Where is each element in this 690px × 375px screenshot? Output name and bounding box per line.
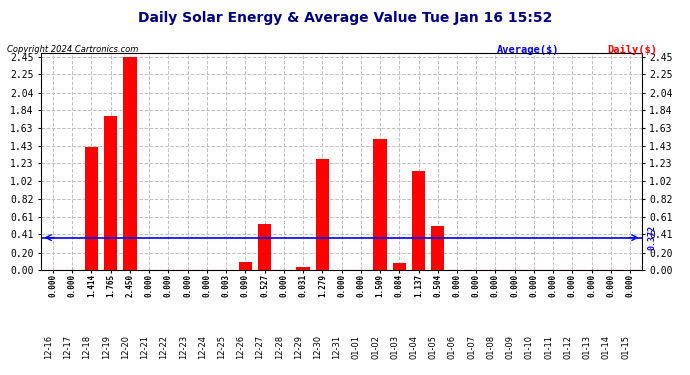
Text: 0.372: 0.372 <box>648 225 657 250</box>
Text: 2.450: 2.450 <box>126 274 135 297</box>
Text: Daily Solar Energy & Average Value Tue Jan 16 15:52: Daily Solar Energy & Average Value Tue J… <box>138 11 552 25</box>
Bar <box>85 147 98 270</box>
Text: 01-05: 01-05 <box>428 335 437 359</box>
Text: 01-12: 01-12 <box>564 335 573 359</box>
Bar <box>104 117 117 270</box>
Text: 01-10: 01-10 <box>525 335 534 359</box>
Text: 12-21: 12-21 <box>140 335 149 359</box>
Text: 12-29: 12-29 <box>294 335 303 359</box>
Text: 01-01: 01-01 <box>352 335 361 359</box>
Text: 0.504: 0.504 <box>433 274 442 297</box>
Text: Average($): Average($) <box>497 45 560 55</box>
Text: 01-03: 01-03 <box>391 335 400 359</box>
Text: 1.765: 1.765 <box>106 274 115 297</box>
Text: 12-30: 12-30 <box>313 335 322 359</box>
Text: 01-14: 01-14 <box>602 335 611 359</box>
Text: 0.000: 0.000 <box>337 274 346 297</box>
Text: 1.137: 1.137 <box>414 274 423 297</box>
Bar <box>239 262 252 270</box>
Text: 0.000: 0.000 <box>48 274 57 297</box>
Text: 01-13: 01-13 <box>582 335 591 359</box>
Text: 01-02: 01-02 <box>371 335 380 359</box>
Bar <box>431 226 444 270</box>
Text: 12-22: 12-22 <box>159 335 168 359</box>
Text: 12-23: 12-23 <box>179 335 188 359</box>
Text: 01-09: 01-09 <box>506 335 515 359</box>
Text: 0.000: 0.000 <box>510 274 519 297</box>
Text: 01-07: 01-07 <box>467 335 476 359</box>
Text: 0.000: 0.000 <box>568 274 577 297</box>
Text: 01-15: 01-15 <box>621 335 630 359</box>
Text: 0.000: 0.000 <box>529 274 538 297</box>
Text: 01-08: 01-08 <box>486 335 495 359</box>
Text: 12-19: 12-19 <box>101 335 110 359</box>
Bar <box>258 224 271 270</box>
Text: 0.000: 0.000 <box>491 274 500 297</box>
Text: 12-27: 12-27 <box>255 335 264 359</box>
Text: 1.279: 1.279 <box>318 274 327 297</box>
Bar <box>296 267 310 270</box>
Text: 12-16: 12-16 <box>44 335 53 359</box>
Text: 1.509: 1.509 <box>375 274 384 297</box>
Text: 01-06: 01-06 <box>448 335 457 359</box>
Text: 01-11: 01-11 <box>544 335 553 359</box>
Text: 0.000: 0.000 <box>145 274 154 297</box>
Text: 01-04: 01-04 <box>409 335 419 359</box>
Text: 0.000: 0.000 <box>587 274 596 297</box>
Text: Daily($): Daily($) <box>607 45 657 55</box>
Text: 0.084: 0.084 <box>395 274 404 297</box>
Text: 12-18: 12-18 <box>82 335 91 359</box>
Text: 0.000: 0.000 <box>164 274 173 297</box>
Text: 0.000: 0.000 <box>68 274 77 297</box>
Text: 0.000: 0.000 <box>279 274 288 297</box>
Text: 12-26: 12-26 <box>237 335 246 359</box>
Bar <box>393 263 406 270</box>
Text: 0.000: 0.000 <box>472 274 481 297</box>
Text: 12-31: 12-31 <box>333 335 342 359</box>
Text: 0.000: 0.000 <box>183 274 192 297</box>
Text: 0.000: 0.000 <box>549 274 558 297</box>
Text: 12-28: 12-28 <box>275 335 284 359</box>
Bar <box>315 159 329 270</box>
Text: 0.003: 0.003 <box>221 274 230 297</box>
Text: 0.000: 0.000 <box>202 274 211 297</box>
Bar <box>412 171 425 270</box>
Text: Copyright 2024 Cartronics.com: Copyright 2024 Cartronics.com <box>7 45 138 54</box>
Text: 12-20: 12-20 <box>121 335 130 359</box>
Text: 0.000: 0.000 <box>626 274 635 297</box>
Bar <box>124 57 137 270</box>
Text: 1.414: 1.414 <box>87 274 96 297</box>
Bar <box>373 139 387 270</box>
Text: 0.090: 0.090 <box>241 274 250 297</box>
Text: 12-24: 12-24 <box>198 335 207 359</box>
Text: 0.000: 0.000 <box>356 274 365 297</box>
Text: 0.000: 0.000 <box>453 274 462 297</box>
Text: 12-25: 12-25 <box>217 335 226 359</box>
Text: 12-17: 12-17 <box>63 335 72 359</box>
Text: 0.031: 0.031 <box>299 274 308 297</box>
Text: 0.527: 0.527 <box>260 274 269 297</box>
Text: 0.000: 0.000 <box>607 274 615 297</box>
